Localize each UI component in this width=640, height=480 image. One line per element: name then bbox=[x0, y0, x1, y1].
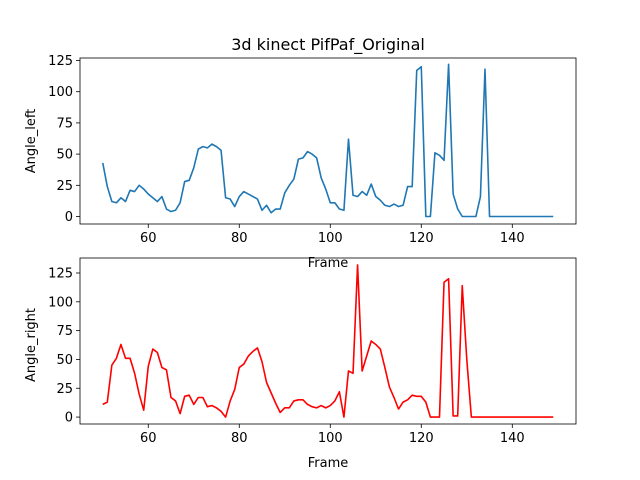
chart-bottom-angle-right: Frame Angle_right 60 80 100 120 140 0 25 50 75 10… bbox=[24, 257, 577, 471]
x-tick-label: 140 bbox=[500, 431, 525, 446]
y-tick-label: 100 bbox=[48, 85, 73, 100]
x-axis-label: Frame bbox=[308, 456, 349, 471]
x-tick-label: 140 bbox=[500, 231, 525, 246]
y-tick-label: 75 bbox=[56, 324, 73, 339]
x-tick-label: 80 bbox=[231, 431, 248, 446]
y-axis-label: Angle_left bbox=[24, 109, 39, 174]
y-tick-label: 75 bbox=[56, 116, 73, 131]
y-tick-label: 125 bbox=[48, 266, 73, 281]
x-tick-label: 120 bbox=[409, 431, 434, 446]
y-tick-label: 0 bbox=[65, 411, 73, 426]
y-axis-label: Angle_right bbox=[24, 308, 39, 382]
x-tick-label: 120 bbox=[409, 231, 434, 246]
plot-frame bbox=[79, 57, 577, 225]
y-tick-label: 50 bbox=[56, 353, 73, 368]
x-tick-label: 80 bbox=[231, 231, 248, 246]
x-tick-label: 100 bbox=[318, 431, 343, 446]
y-tick-label: 25 bbox=[56, 382, 73, 397]
y-tick-label: 100 bbox=[48, 295, 73, 310]
chart-top-angle-left: Frame Angle_left 60 80 100 120 140 0 25 50 75 100… bbox=[24, 54, 577, 271]
x-tick-label: 100 bbox=[318, 231, 343, 246]
y-tick-label: 0 bbox=[65, 210, 73, 225]
series-line-0 bbox=[101, 63, 554, 218]
x-tick-label: 60 bbox=[140, 431, 157, 446]
y-tick-label: 50 bbox=[56, 148, 73, 163]
x-tick-label: 60 bbox=[140, 231, 157, 246]
x-axis-label: Frame bbox=[308, 256, 349, 271]
series-line-0 bbox=[102, 264, 554, 418]
y-tick-label: 25 bbox=[56, 179, 73, 194]
chart-title: 3d kinect PifPaf_Original bbox=[231, 35, 425, 55]
y-tick-label: 125 bbox=[48, 54, 73, 69]
plot-frame bbox=[79, 257, 577, 425]
